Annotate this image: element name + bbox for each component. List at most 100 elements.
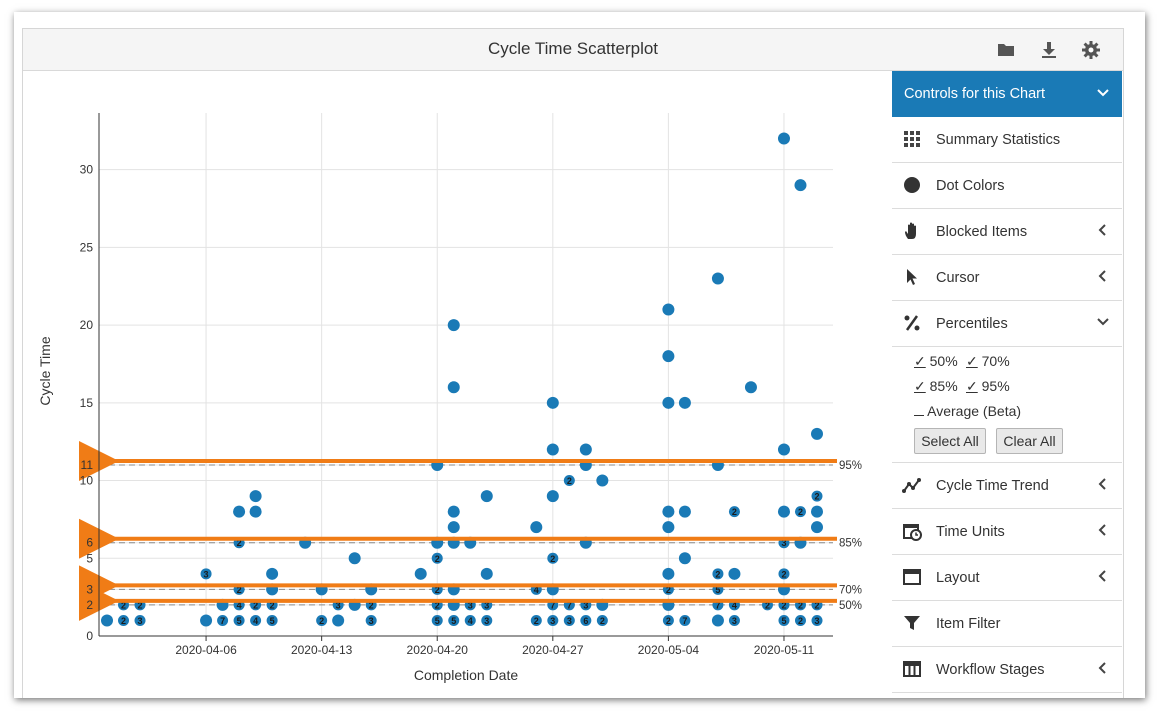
data-point[interactable] xyxy=(579,443,592,456)
data-point[interactable] xyxy=(200,614,213,627)
data-point[interactable] xyxy=(134,614,146,626)
data-point[interactable] xyxy=(480,567,493,580)
data-point[interactable] xyxy=(662,303,675,316)
checkbox-95[interactable]: ✓ 95% xyxy=(966,378,1010,394)
data-point[interactable] xyxy=(546,443,559,456)
checkbox-70[interactable]: ✓ 70% xyxy=(966,353,1010,369)
data-point[interactable] xyxy=(447,521,460,534)
data-point[interactable] xyxy=(728,567,741,580)
data-point[interactable] xyxy=(728,614,740,626)
data-point[interactable] xyxy=(811,505,823,518)
sidebar-item-layout[interactable]: Layout xyxy=(892,555,1122,601)
data-point[interactable] xyxy=(101,614,113,627)
data-point[interactable] xyxy=(563,475,575,487)
data-point[interactable] xyxy=(447,505,460,518)
data-point[interactable] xyxy=(447,381,460,394)
data-point[interactable] xyxy=(266,567,279,580)
checkbox-85[interactable]: ✓ 85% xyxy=(914,378,958,394)
data-point[interactable] xyxy=(431,614,443,626)
data-point[interactable] xyxy=(596,474,609,487)
sidebar-item-percentiles[interactable]: Percentiles xyxy=(892,301,1122,347)
data-point[interactable] xyxy=(266,614,278,626)
data-point[interactable] xyxy=(794,179,807,192)
data-point[interactable] xyxy=(316,614,328,626)
controls-header[interactable]: Controls for this Chart xyxy=(892,71,1122,117)
data-point[interactable] xyxy=(678,505,691,518)
data-point[interactable] xyxy=(233,614,245,626)
data-point[interactable] xyxy=(118,614,130,626)
data-point[interactable] xyxy=(563,614,575,626)
data-point[interactable] xyxy=(794,506,806,518)
data-point[interactable] xyxy=(711,272,724,285)
folder-icon[interactable] xyxy=(996,40,1016,60)
data-point[interactable] xyxy=(811,521,823,534)
data-point[interactable] xyxy=(530,521,543,534)
sidebar-item-cursor[interactable]: Cursor xyxy=(892,255,1122,301)
data-point[interactable] xyxy=(662,614,674,626)
data-point[interactable] xyxy=(447,319,460,332)
data-point[interactable] xyxy=(777,132,790,145)
sidebar-item-blocked-items[interactable]: Blocked Items xyxy=(892,209,1122,255)
sidebar-item-time-units[interactable]: Time Units xyxy=(892,509,1122,555)
data-point[interactable] xyxy=(777,505,790,518)
data-point[interactable] xyxy=(662,567,675,580)
data-point[interactable] xyxy=(662,505,675,518)
point-count-label: 2 xyxy=(369,600,374,610)
data-point[interactable] xyxy=(547,614,559,626)
sidebar-item-label: Time Units xyxy=(936,524,1005,540)
select-all-button[interactable]: Select All xyxy=(914,428,986,454)
table-icon xyxy=(903,661,921,677)
data-point[interactable] xyxy=(233,505,246,518)
data-point[interactable] xyxy=(662,521,675,534)
data-point[interactable] xyxy=(348,552,361,565)
gear-icon[interactable] xyxy=(1081,40,1101,60)
data-point[interactable] xyxy=(249,505,262,518)
data-point[interactable] xyxy=(712,568,724,580)
data-point[interactable] xyxy=(811,614,823,626)
data-point[interactable] xyxy=(794,614,806,626)
data-point[interactable] xyxy=(464,614,476,626)
checkbox-50[interactable]: ✓ 50% xyxy=(914,353,958,369)
checkbox-average[interactable]: Average (Beta) xyxy=(914,403,1021,419)
data-point[interactable] xyxy=(530,614,542,626)
data-point[interactable] xyxy=(711,614,724,627)
data-point[interactable] xyxy=(217,614,229,626)
data-point[interactable] xyxy=(678,396,691,409)
point-count-label: 2 xyxy=(715,569,720,579)
download-icon[interactable] xyxy=(1039,40,1059,60)
data-point[interactable] xyxy=(679,614,691,626)
data-point[interactable] xyxy=(547,552,559,564)
data-point[interactable] xyxy=(250,614,262,626)
data-point[interactable] xyxy=(481,614,493,626)
data-point[interactable] xyxy=(778,568,790,580)
data-point[interactable] xyxy=(728,506,740,518)
sidebar-item-cycle-time-trend[interactable]: Cycle Time Trend xyxy=(892,463,1122,509)
data-point[interactable] xyxy=(596,614,608,626)
data-point[interactable] xyxy=(546,396,559,409)
data-point[interactable] xyxy=(777,443,790,456)
data-point[interactable] xyxy=(365,614,377,626)
data-point[interactable] xyxy=(332,614,345,627)
data-point[interactable] xyxy=(811,490,823,502)
data-point[interactable] xyxy=(480,490,493,503)
data-point[interactable] xyxy=(662,350,675,363)
sidebar-item-workflow-stages[interactable]: Workflow Stages xyxy=(892,647,1122,693)
data-point[interactable] xyxy=(200,568,212,580)
data-point[interactable] xyxy=(249,490,262,503)
data-point[interactable] xyxy=(811,427,823,440)
data-point[interactable] xyxy=(580,614,592,626)
sidebar-item-item-filter[interactable]: Item Filter xyxy=(892,601,1122,647)
sidebar-item-summary-statistics[interactable]: Summary Statistics xyxy=(892,117,1122,163)
data-point[interactable] xyxy=(778,614,790,626)
data-point[interactable] xyxy=(678,552,691,565)
point-count-label: 5 xyxy=(715,585,720,595)
data-point[interactable] xyxy=(431,552,443,564)
data-point[interactable] xyxy=(448,614,460,626)
clear-all-button[interactable]: Clear All xyxy=(996,428,1063,454)
data-point[interactable] xyxy=(414,567,427,580)
data-point[interactable] xyxy=(662,396,675,409)
data-point[interactable] xyxy=(744,381,757,394)
data-point[interactable] xyxy=(546,490,559,503)
sidebar-item-dot-colors[interactable]: Dot Colors xyxy=(892,163,1122,209)
